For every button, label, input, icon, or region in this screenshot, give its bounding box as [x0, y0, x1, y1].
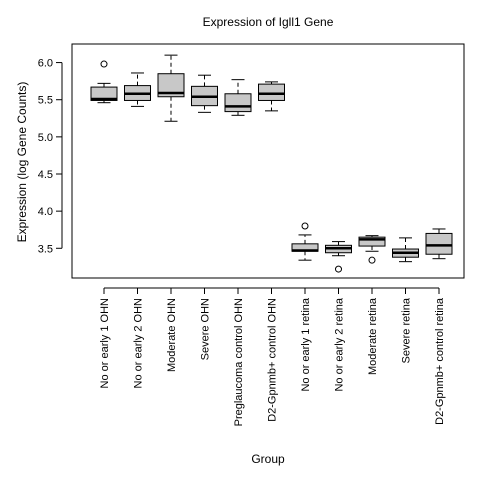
x-axis-label: Group	[251, 452, 285, 466]
x-tick-label: Severe OHN	[200, 298, 212, 360]
x-tick-label: D2-Gpnmb+ control OHN	[267, 298, 279, 422]
box	[90, 86, 118, 101]
y-tick-label: 5.0	[38, 132, 53, 144]
x-axis: No or early 1 OHN No or early 2 OHN Modera…	[99, 287, 446, 426]
y-axis: 3.5 4.0 4.5 5.0 5.5 6.0	[38, 58, 63, 255]
x-tick-label: No or early 2 retina	[334, 297, 346, 391]
x-tick-label: Moderate retina	[367, 297, 379, 375]
box	[258, 83, 285, 101]
box-group	[425, 228, 453, 260]
y-tick-label: 3.5	[38, 243, 53, 255]
outlier-point	[368, 256, 376, 264]
box-group	[191, 74, 218, 113]
box	[358, 236, 386, 247]
chart-title: Expression of Igll1 Gene	[203, 15, 334, 29]
x-tick-label: D2-Gpnmb+ control retina	[434, 297, 446, 425]
box-group	[358, 235, 386, 264]
outlier-point	[301, 222, 309, 230]
box-group	[291, 222, 319, 261]
box-group	[392, 237, 419, 263]
box-group	[124, 72, 151, 107]
y-tick-label: 4.5	[38, 169, 53, 181]
x-tick-label: Preglaucoma control OHN	[233, 298, 245, 426]
outlier-point	[100, 60, 108, 68]
box-group	[325, 241, 352, 273]
box-group	[90, 60, 118, 104]
y-axis-label: Expression (log Gene Counts)	[15, 82, 29, 243]
y-tick-label: 6.0	[38, 58, 53, 70]
plot-frame	[71, 43, 465, 279]
outlier-point	[335, 265, 342, 273]
x-tick-label: No or early 1 OHN	[99, 298, 111, 389]
box	[157, 73, 185, 98]
x-tick-label: Severe retina	[401, 297, 413, 363]
box-group	[258, 81, 285, 112]
box-group	[157, 54, 185, 122]
box	[224, 93, 252, 113]
x-tick-label: Moderate OHN	[166, 298, 178, 372]
y-tick-label: 4.0	[38, 206, 53, 218]
x-tick-label: No or early 2 OHN	[133, 298, 145, 389]
x-tick-label: No or early 1 retina	[300, 297, 312, 391]
y-tick-label: 5.5	[38, 95, 53, 107]
boxes	[90, 54, 453, 273]
box-group	[224, 79, 252, 116]
box	[425, 232, 453, 255]
